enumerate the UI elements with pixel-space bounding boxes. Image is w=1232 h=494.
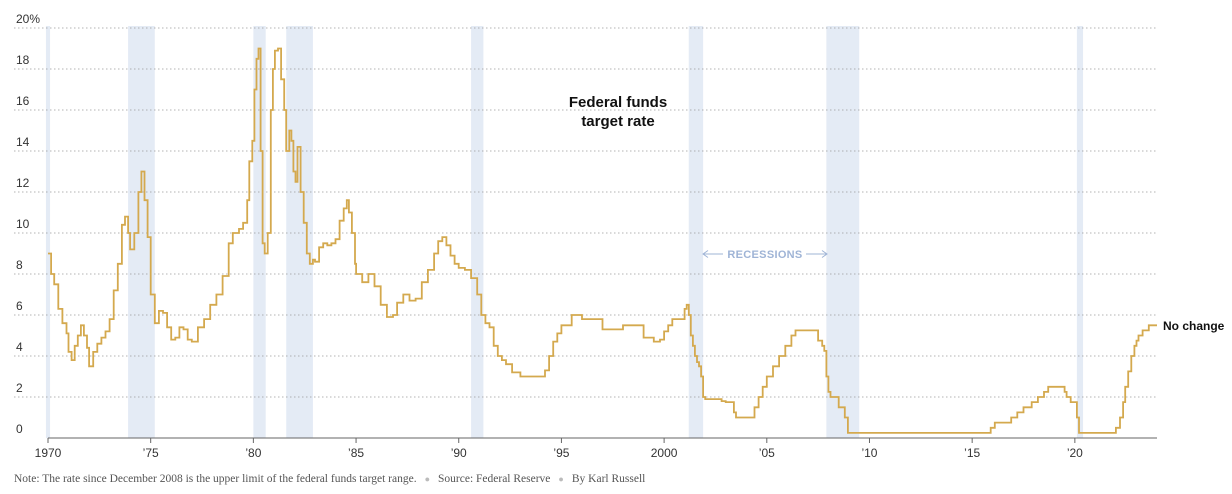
x-tick-label: ’85	[348, 446, 364, 460]
recession-band	[286, 26, 313, 438]
recession-band	[128, 26, 155, 438]
recessions-annotation: RECESSIONS	[702, 249, 828, 261]
x-tick-label: ’20	[1067, 446, 1083, 460]
y-tick-label: 16	[16, 94, 30, 108]
recession-arrowhead-right	[821, 250, 828, 258]
recession-bands	[45, 26, 1084, 438]
rate-series-line	[48, 47, 1157, 434]
y-tick-label: 20%	[16, 12, 40, 26]
y-tick-label: 14	[16, 135, 30, 149]
recession-band	[471, 26, 484, 438]
chart-title-line-2: target rate	[581, 113, 654, 130]
recession-band	[253, 26, 266, 438]
y-tick-label: 6	[16, 299, 23, 313]
y-tick-label: 12	[16, 176, 30, 190]
recession-band	[826, 26, 860, 438]
y-axis-ticks: 0 2 4 6 8 10 12 14 16 18 20%	[16, 12, 40, 436]
y-tick-label: 8	[16, 258, 23, 272]
recessions-label: RECESSIONS	[727, 249, 802, 261]
end-label-no-change: No change	[1163, 319, 1225, 333]
x-tick-label: 2000	[651, 446, 678, 460]
gridlines	[14, 27, 1157, 398]
x-tick-label: ’15	[964, 446, 980, 460]
x-tick-label: ’95	[553, 446, 569, 460]
recession-band	[1076, 26, 1084, 438]
x-tick-label: ’05	[759, 446, 775, 460]
footer-note: Note: The rate since December 2008 is th…	[14, 473, 417, 485]
x-tick-label: ’90	[451, 446, 467, 460]
fed-funds-chart: 0 2 4 6 8 10 12 14 16 18 20% 1970 ’75 ’80 ’85 ’90 ’95 20…	[14, 12, 1225, 460]
recession-band	[45, 26, 51, 438]
chart-title-line-1: Federal funds	[569, 94, 667, 111]
x-tick-label: 1970	[35, 446, 62, 460]
y-tick-label: 10	[16, 217, 30, 231]
x-tick-label: ’75	[143, 446, 159, 460]
footer-source: Source: Federal Reserve	[438, 473, 551, 485]
x-axis-ticks: 1970 ’75 ’80 ’85 ’90 ’95 2000 ’05 ’10 ’15 ’20	[35, 438, 1083, 460]
x-tick-label: ’10	[861, 446, 877, 460]
footer: Note: The rate since December 2008 is th…	[14, 473, 645, 485]
y-tick-label: 2	[16, 381, 23, 395]
footer-byline: By Karl Russell	[571, 473, 646, 485]
recession-arrowhead-left	[702, 250, 709, 258]
y-tick-label: 0	[16, 422, 23, 436]
x-tick-label: ’80	[245, 446, 261, 460]
footer-separator: ●	[424, 474, 431, 484]
y-tick-label: 18	[16, 53, 30, 67]
y-tick-label: 4	[16, 340, 23, 354]
footer-separator: ●	[558, 474, 564, 484]
